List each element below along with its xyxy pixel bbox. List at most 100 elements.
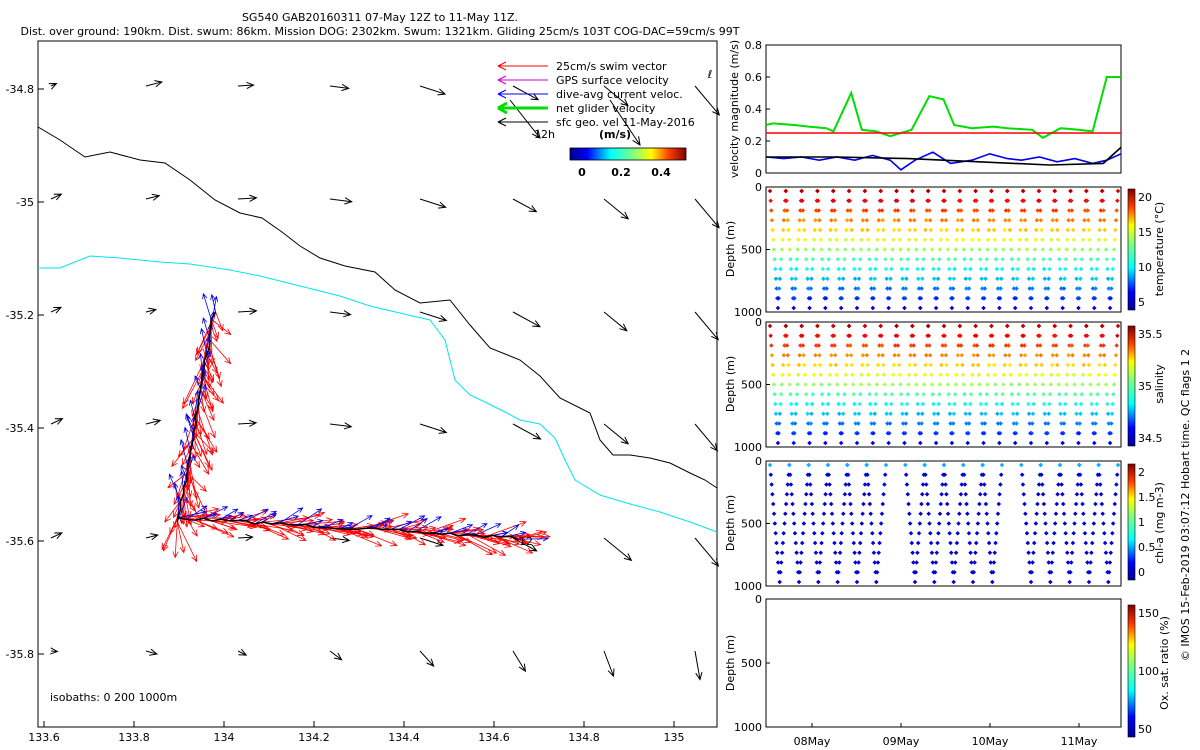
y-tick-label: -35 <box>16 196 34 209</box>
profile-sample-point <box>984 391 990 397</box>
profile-sample-point <box>852 266 857 272</box>
profile-sample-point <box>862 482 868 487</box>
profile-sample-point <box>954 540 960 546</box>
profile-sample-point <box>947 530 952 536</box>
profile-sample-point <box>1101 217 1107 223</box>
profile-sample-point <box>1069 208 1075 213</box>
profile-sample-point <box>804 266 810 272</box>
profile-sample-point <box>875 237 880 243</box>
profile-sample-point <box>1101 352 1107 358</box>
profile-sample-point <box>922 372 928 378</box>
profile-sample-point <box>818 372 824 378</box>
profile-sample-point <box>791 511 796 517</box>
profile-sample-point <box>1070 540 1076 546</box>
profile-sample-point <box>970 237 975 243</box>
colorbar-tick-label: 0.5 <box>1138 541 1156 554</box>
colorbar-tick-label: 20 <box>1138 191 1152 204</box>
profile-sample-point <box>807 295 813 301</box>
profile-sample-point <box>875 362 881 368</box>
profile-sample-point <box>1038 217 1044 223</box>
profile-sample-point <box>852 276 858 282</box>
profile-sample-point <box>887 295 892 301</box>
profile-sample-point <box>1070 352 1075 358</box>
swim-vector-arrow <box>182 367 205 410</box>
profile-sample-point <box>807 305 812 311</box>
profile-sample-point <box>900 421 906 426</box>
profile-sample-point <box>824 482 829 487</box>
profile-sample-point <box>1042 511 1047 517</box>
dac-vector-arrow <box>262 512 278 523</box>
profile-sample-point <box>1035 343 1040 348</box>
profile-sample-point <box>808 286 814 291</box>
profile-sample-point <box>825 266 831 272</box>
profile-sample-point <box>954 227 960 233</box>
profile-sample-point <box>1045 430 1050 436</box>
profile-sample-point <box>1088 560 1093 565</box>
profile-sample-point <box>800 530 806 536</box>
profile-sample-point <box>935 276 941 282</box>
profile-sample-point <box>994 521 1000 526</box>
profile-sample-point <box>1097 352 1103 358</box>
profile-sample-point <box>858 382 864 387</box>
profile-sample-point <box>773 411 779 417</box>
swim-vector-arrow <box>254 523 290 540</box>
profile-sample-point <box>979 421 985 426</box>
legend-net-label: net glider velocity <box>556 102 656 115</box>
profile-sample-point <box>1063 401 1068 407</box>
profile-sample-point <box>1034 511 1039 517</box>
profile-sample-point <box>982 482 987 487</box>
profile-sample-point <box>805 411 810 417</box>
profile-sample-point <box>835 579 840 585</box>
profile-sample-point <box>768 472 774 478</box>
profile-sample-point <box>909 540 915 546</box>
colorbar-tick-2: 0.4 <box>651 166 671 179</box>
profile-sample-point <box>780 540 786 546</box>
profile-sample-point <box>1114 208 1119 213</box>
profile-sample-point <box>1089 540 1095 546</box>
dac-vector-arrow <box>305 519 324 525</box>
profile-sample-point <box>982 286 988 291</box>
profile-sample-point <box>924 343 930 348</box>
profile-sample-point <box>959 352 965 358</box>
profile-sample-point <box>1069 550 1075 556</box>
profile-sample-point <box>1096 237 1102 243</box>
profile-sample-point <box>994 530 999 536</box>
profile-sample-point <box>842 491 848 497</box>
profile-sample-point <box>884 411 889 417</box>
profile-sample-point <box>823 440 828 446</box>
profile-sample-point <box>1001 247 1006 252</box>
profile-sample-point <box>1112 237 1117 243</box>
swim-vector-arrow <box>186 472 207 492</box>
profile-sample-point <box>1064 540 1069 546</box>
profile-sample-point <box>858 247 864 252</box>
profile-sample-point <box>1065 362 1071 368</box>
profile-sample-point <box>937 256 942 262</box>
profile-sample-point <box>871 430 876 436</box>
depth-tick-label: 0 <box>755 593 762 606</box>
profile-sample-point <box>968 266 973 272</box>
x-tick-label: 133.6 <box>28 731 60 744</box>
profile-sample-point <box>1072 391 1078 397</box>
profile-sample-point <box>921 382 927 387</box>
velocity-tick-label: 0.8 <box>745 39 763 52</box>
profile-sample-point <box>1113 362 1118 368</box>
profile-sample-point <box>1065 227 1071 233</box>
profile-sample-point <box>1092 440 1097 446</box>
profile-sample-point <box>1055 491 1060 497</box>
profile-sample-point <box>808 482 813 487</box>
profile-sample-point <box>1105 266 1110 272</box>
profile-sample-point <box>790 286 795 291</box>
profile-sample-point <box>1113 491 1118 497</box>
profile-sample-point <box>790 421 795 426</box>
dac-vector-arrow <box>466 523 488 535</box>
profile-sample-point <box>1077 286 1083 291</box>
profile-sample-point <box>1022 352 1028 358</box>
dac-vector-arrow <box>237 514 254 521</box>
profile-sample-point <box>945 372 950 378</box>
profile-sample-point <box>1112 372 1117 378</box>
swim-vector-arrow <box>193 437 202 458</box>
profile-sample-point <box>867 256 872 262</box>
profile-sample-point <box>1033 237 1038 243</box>
profile-sample-point <box>993 256 999 262</box>
north-marker: ℓ <box>707 68 713 81</box>
